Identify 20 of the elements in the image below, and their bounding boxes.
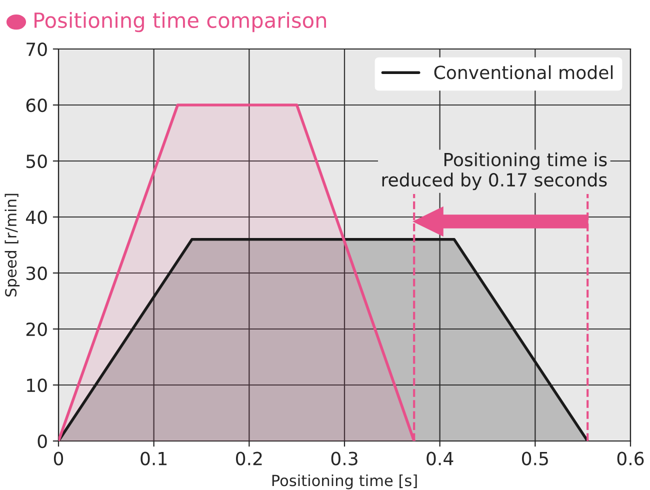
x-tick-label: 0.5 xyxy=(522,452,548,466)
x-axis-title: Positioning time [s] xyxy=(272,474,417,490)
x-tick-label: 0.1 xyxy=(140,452,167,466)
y-tick-label: 10 xyxy=(27,378,47,392)
chart-title: Positioning time comparison xyxy=(34,12,326,32)
y-tick-label: 50 xyxy=(26,154,47,168)
y-tick-label: 30 xyxy=(26,266,47,280)
x-tick-label: 0.4 xyxy=(426,452,454,466)
x-tick-label: 0.2 xyxy=(236,452,262,466)
y-tick-label: 40 xyxy=(26,210,47,224)
y-tick-label: 60 xyxy=(26,98,47,112)
x-tick-label: 0.3 xyxy=(331,452,358,466)
y-tick-label: 0 xyxy=(38,434,47,448)
legend-label: Conventional model xyxy=(434,65,613,80)
x-tick-label: 0 xyxy=(54,452,64,466)
annotation: Positioning time is reduced by 0.17 seconds xyxy=(382,152,607,190)
x-tick-label: 0.6 xyxy=(617,452,644,466)
y-tick-label: 70 xyxy=(26,42,47,56)
y-axis-title: Speed [r/min] xyxy=(4,194,20,296)
y-tick-label: 20 xyxy=(26,322,47,336)
